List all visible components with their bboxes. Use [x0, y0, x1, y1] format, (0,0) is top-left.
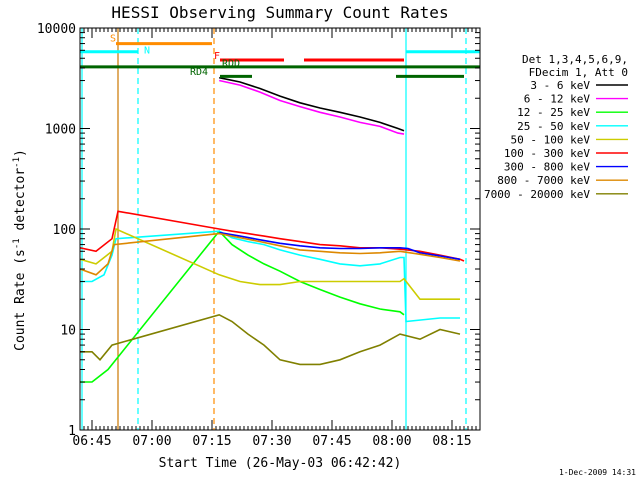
- flag-bar-label: RDD: [222, 58, 240, 69]
- x-tick-label: 07:45: [312, 434, 351, 449]
- flag-bar-label: RD4: [190, 67, 208, 78]
- series-line: [219, 79, 405, 135]
- x-tick-label: 08:00: [372, 434, 411, 449]
- y-tick-label: 1000: [45, 123, 76, 138]
- legend-label: 12 - 25 keV: [517, 106, 590, 119]
- series-line: [219, 76, 405, 132]
- legend: Det 1,3,4,5,6,9, FDecim 1, Att 0 3 - 6 k…: [484, 53, 628, 201]
- legend-header: Det 1,3,4,5,6,9,: [522, 53, 628, 66]
- timestamp: 1-Dec-2009 14:31: [559, 468, 636, 477]
- y-tick-label: 100: [53, 223, 76, 238]
- y-axis-label-part: ): [13, 149, 28, 157]
- y-tick-label: 1: [68, 424, 76, 439]
- y-axis-label-sup: -1: [12, 238, 22, 249]
- y-axis-label-sup: -1: [12, 157, 22, 168]
- series-line: [80, 313, 461, 366]
- legend-label: 6 - 12 keV: [524, 93, 591, 106]
- x-tick-label: 08:15: [432, 434, 471, 449]
- flag-bar-label: S: [110, 34, 116, 45]
- x-tick-label: 07:00: [132, 434, 171, 449]
- plot-frame: [79, 27, 481, 431]
- legend-label: 25 - 50 keV: [517, 120, 590, 133]
- legend-label: 300 - 800 keV: [504, 161, 590, 174]
- legend-label: 3 - 6 keV: [530, 79, 590, 92]
- flag-bar-label: N: [144, 45, 150, 56]
- legend-label: 50 - 100 keV: [511, 133, 591, 146]
- series-line: [80, 230, 460, 323]
- legend-header: FDecim 1, Att 0: [529, 66, 628, 79]
- x-tick-label: 06:45: [72, 434, 111, 449]
- x-axis-label: Start Time (26-May-03 06:42:42): [159, 456, 402, 471]
- flag-bar-label: F: [214, 51, 220, 62]
- y-tick-label: 10000: [37, 22, 76, 37]
- legend-label: 100 - 300 keV: [504, 147, 590, 160]
- y-axis-label-part: Count Rate (s: [13, 249, 28, 351]
- y-axis-label-part: detector: [13, 168, 28, 239]
- y-axis-label: Count Rate (s-1 detector-1): [12, 149, 28, 351]
- series-line: [80, 232, 461, 276]
- svg-text:Count Rate (s-1 detector-1): Count Rate (s-1 detector-1): [12, 149, 28, 351]
- y-tick-label: 10: [60, 324, 76, 339]
- x-tick-label: 07:30: [252, 434, 291, 449]
- series-line: [219, 231, 461, 261]
- legend-label: 7000 - 20000 keV: [484, 188, 590, 201]
- series-line: [80, 210, 465, 262]
- legend-label: 800 - 7000 keV: [497, 174, 590, 187]
- series-line: [80, 227, 460, 300]
- plot-content: [80, 28, 480, 430]
- series-line: [80, 229, 405, 383]
- axis-ticks: 1 10 100 1000 10000 06:45 07:00 07:15 07:30 07:45…: [37, 22, 480, 449]
- chart-title: HESSI Observing Summary Count Rates: [111, 3, 448, 22]
- x-tick-label: 07:15: [192, 434, 231, 449]
